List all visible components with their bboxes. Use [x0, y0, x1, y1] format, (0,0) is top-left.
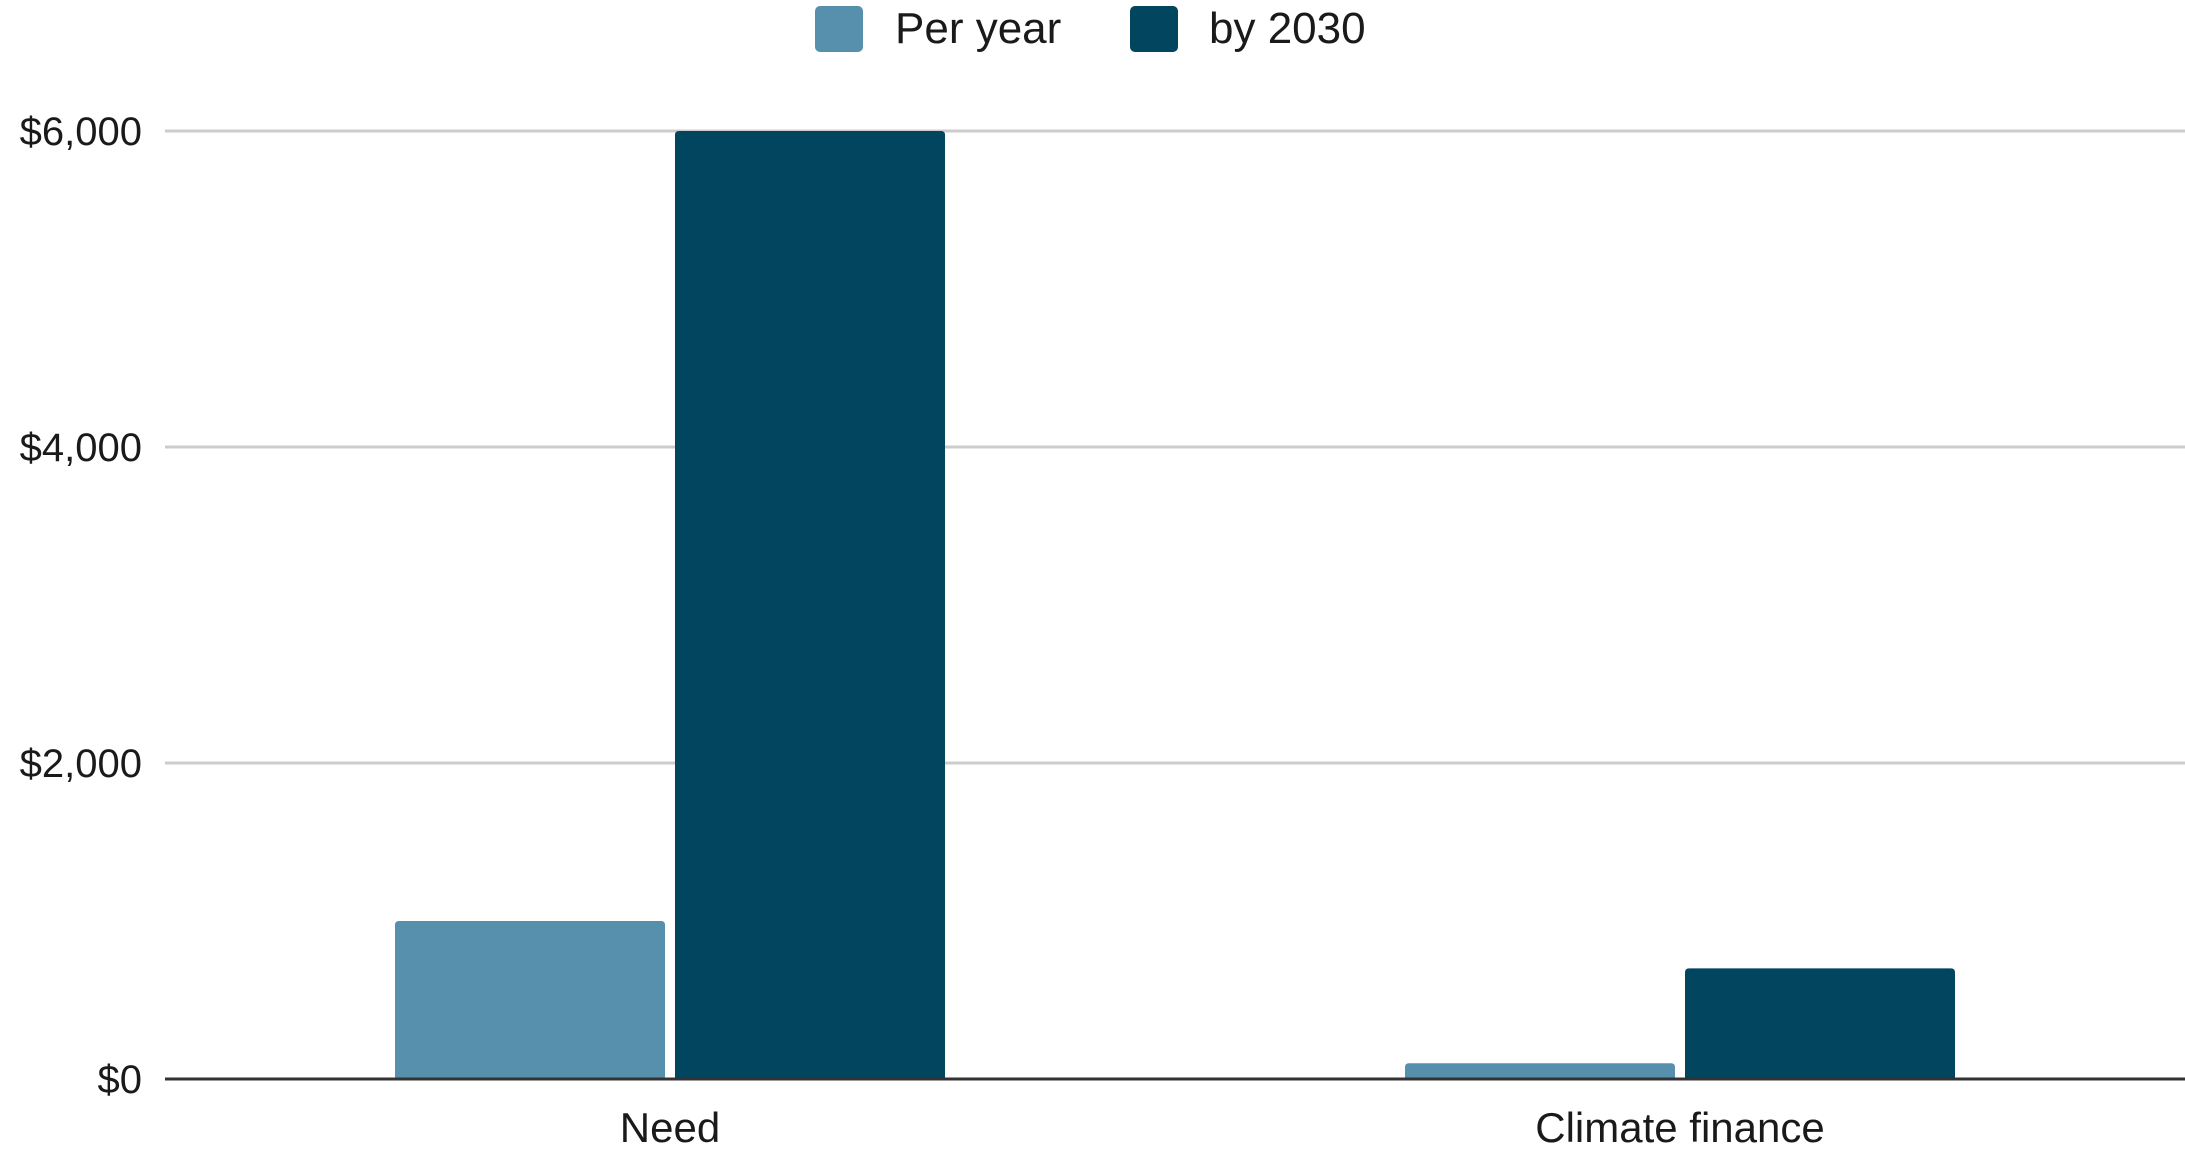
y-tick-label: $0: [98, 1058, 143, 1102]
legend-label: Per year: [895, 4, 1061, 53]
y-tick-label: $4,000: [20, 426, 142, 470]
bar: [1685, 968, 1955, 1079]
legend-swatch: [815, 6, 863, 52]
legend-label: by 2030: [1209, 4, 1366, 53]
bar: [1405, 1063, 1675, 1079]
legend: Per year by 2030: [815, 4, 1366, 53]
legend-swatch: [1130, 6, 1178, 52]
y-tick-label: $2,000: [20, 742, 142, 786]
bar: [675, 131, 945, 1079]
gridlines: [165, 129, 2185, 765]
bar: [395, 921, 665, 1079]
x-category-label: Need: [620, 1104, 720, 1149]
y-tick-label: $6,000: [20, 110, 142, 154]
bars: [395, 131, 1955, 1079]
x-category-label: Climate finance: [1535, 1104, 1824, 1149]
axes: $0 $2,000 $4,000 $6,000 Need Climate finance: [20, 110, 2185, 1149]
